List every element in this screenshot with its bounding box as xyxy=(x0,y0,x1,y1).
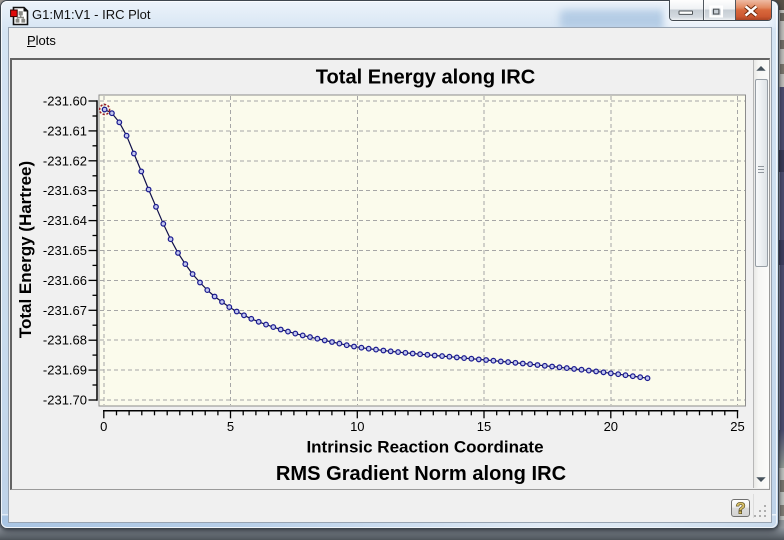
svg-text:-231.69: -231.69 xyxy=(43,363,87,378)
svg-text:-231.63: -231.63 xyxy=(43,183,87,198)
svg-text:15: 15 xyxy=(477,419,491,434)
svg-text:-231.70: -231.70 xyxy=(43,393,87,408)
svg-text:0: 0 xyxy=(100,419,107,434)
svg-text:-231.61: -231.61 xyxy=(43,123,87,138)
svg-text:25: 25 xyxy=(730,419,744,434)
svg-text:-231.62: -231.62 xyxy=(43,153,87,168)
svg-text:Total Energy along IRC: Total Energy along IRC xyxy=(316,67,536,89)
svg-text:?: ? xyxy=(736,501,746,518)
svg-text:RMS Gradient Norm along IRC: RMS Gradient Norm along IRC xyxy=(276,463,566,485)
svg-text:-231.60: -231.60 xyxy=(43,94,87,109)
svg-text:5: 5 xyxy=(227,419,234,434)
svg-text:-231.67: -231.67 xyxy=(43,303,87,318)
svg-text:-231.65: -231.65 xyxy=(43,243,87,258)
svg-text:Intrinsic Reaction Coordinate: Intrinsic Reaction Coordinate xyxy=(306,437,543,456)
svg-text:-231.68: -231.68 xyxy=(43,333,87,348)
svg-text:10: 10 xyxy=(350,419,364,434)
svg-text:Total Energy (Hartree): Total Energy (Hartree) xyxy=(16,161,35,338)
svg-text:20: 20 xyxy=(604,419,618,434)
svg-text:-231.64: -231.64 xyxy=(43,213,87,228)
svg-text:-231.66: -231.66 xyxy=(43,273,87,288)
